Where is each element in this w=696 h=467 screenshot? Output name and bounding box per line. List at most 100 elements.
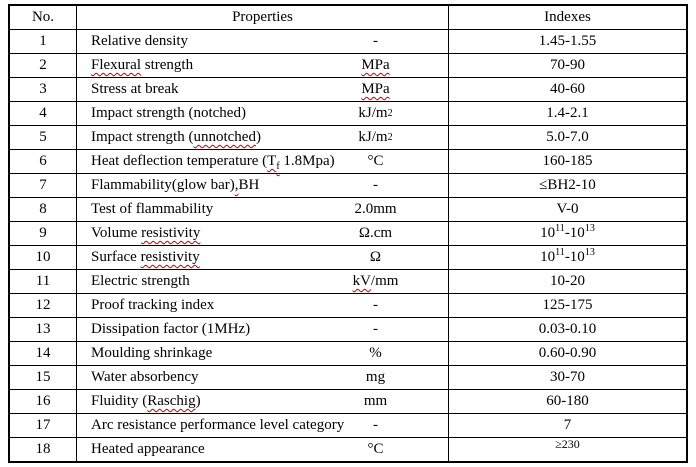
table-row: 18 Heated appearance °C ≥230 [10,437,686,461]
table-row: 13 Dissipation factor (1MHz) - 0.03-0.10 [10,318,686,342]
row-number: 9 [10,222,77,245]
index-value: 160-185 [449,150,686,173]
property-unit: kJ/m 2 [358,105,393,121]
property-unit: Ω.cm [358,225,393,241]
index-value: ≤BH2-10 [449,174,686,197]
index-text: ≤BH2-10 [539,177,596,193]
header-indexes: Indexes [544,9,591,25]
index-value: 7 [449,414,686,437]
property-cell: Impact strength (notched) kJ/m 2 [77,102,449,125]
property-unit: - [373,417,378,433]
property-unit: - [373,297,378,313]
index-value: 40-60 [449,78,686,101]
property-cell: Water absorbency mg [77,366,449,389]
property-unit: kJ/m 2 [358,129,393,145]
index-text: 125-175 [542,297,593,313]
property-name: Heated appearance [91,441,205,457]
row-number: 16 [10,390,77,413]
index-text: 1011-1013 [540,247,595,266]
property-cell: Fluidity (Raschig) mm [77,390,449,413]
property-unit: MPa [361,57,390,73]
index-value: 60-180 [449,390,686,413]
property-cell: Surface resistivity Ω [77,246,449,269]
index-text: 1011-1013 [540,223,595,242]
table-row: 16 Fluidity (Raschig) mm 60-180 [10,390,686,414]
table-row: 10 Surface resistivity Ω 1011-1013 [10,246,686,270]
property-cell: Flexural strength MPa [77,54,449,77]
property-name: Stress at break [91,81,179,97]
property-name: Volume resistivity [91,225,201,241]
table-row: 17 Arc resistance performance level cate… [10,414,686,438]
index-text: 7 [563,417,572,433]
table-row: 8 Test of flammability 2.0mm V-0 [10,198,686,222]
row-number: 13 [10,318,77,341]
table-row: 15 Water absorbency mg 30-70 [10,366,686,390]
property-name: Relative density [91,33,189,49]
table-row: 12 Proof tracking index - 125-175 [10,294,686,318]
row-number: 8 [10,198,77,221]
property-unit: - [373,321,378,337]
index-text: 70-90 [550,57,585,73]
index-text: 30-70 [550,369,585,385]
row-number: 6 [10,150,77,173]
property-cell: Electric strength kV/mm [77,270,449,293]
index-text: 40-60 [550,81,585,97]
table-row: 7 Flammability(glow bar),BH - ≤BH2-10 [10,174,686,198]
index-text: 60-180 [546,393,589,409]
property-unit: MPa [361,81,390,97]
index-value: 10-20 [449,270,686,293]
property-name: Impact strength (notched) [91,105,246,121]
index-text: 10-20 [550,273,585,289]
property-cell: Relative density - [77,30,449,53]
property-name: Surface resistivity [91,249,200,265]
property-name: Dissipation factor (1MHz) [91,321,251,337]
row-number: 1 [10,30,77,53]
index-value: 0.60-0.90 [449,342,686,365]
property-unit: mm [363,393,388,409]
property-unit: % [369,345,382,361]
property-cell: Heat deflection temperature (Tf 1.8Mpa) … [77,150,449,173]
property-name: Electric strength [91,273,190,289]
property-cell: Volume resistivity Ω.cm [77,222,449,245]
table-row: 6 Heat deflection temperature (Tf 1.8Mpa… [10,150,686,174]
index-text: 1.45-1.55 [538,33,597,49]
index-value: 125-175 [449,294,686,317]
index-value: V-0 [449,198,686,221]
table-header-row: No. Properties Indexes [10,6,686,30]
property-unit: kV/mm [352,273,399,289]
header-properties: Properties [77,6,449,29]
row-number: 15 [10,366,77,389]
index-value: 1011-1013 [449,246,686,269]
index-value: 5.0-7.0 [449,126,686,149]
property-name: Test of flammability [91,201,214,217]
index-value: 1011-1013 [449,222,686,245]
property-unit: °C [367,441,384,457]
property-cell: Test of flammability 2.0mm [77,198,449,221]
property-cell: Heated appearance °C [77,438,449,461]
table-row: 9 Volume resistivity Ω.cm 1011-1013 [10,222,686,246]
property-unit: 2.0mm [354,201,397,217]
table-row: 2 Flexural strength MPa 70-90 [10,54,686,78]
property-name: Flexural strength [91,57,194,73]
property-name: Proof tracking index [91,297,215,313]
row-number: 10 [10,246,77,269]
table-row: 4 Impact strength (notched) kJ/m 2 1.4-2.… [10,102,686,126]
index-text: 0.03-0.10 [538,321,597,337]
property-cell: Dissipation factor (1MHz) - [77,318,449,341]
property-cell: Flammability(glow bar),BH - [77,174,449,197]
table-row: 11 Electric strength kV/mm 10-20 [10,270,686,294]
property-name: Impact strength (unnotched) [91,129,261,145]
row-number: 17 [10,414,77,437]
index-value: 1.45-1.55 [449,30,686,53]
row-number: 14 [10,342,77,365]
index-text: 160-185 [542,153,593,169]
property-cell: Stress at break MPa [77,78,449,101]
row-number: 3 [10,78,77,101]
index-value: 1.4-2.1 [449,102,686,125]
property-name: Moulding shrinkage [91,345,213,361]
table-row: 3 Stress at break MPa 40-60 [10,78,686,102]
property-name: Flammability(glow bar),BH [91,177,260,193]
property-unit: °C [367,153,384,169]
row-number: 5 [10,126,77,149]
table-row: 14 Moulding shrinkage % 0.60-0.90 [10,342,686,366]
